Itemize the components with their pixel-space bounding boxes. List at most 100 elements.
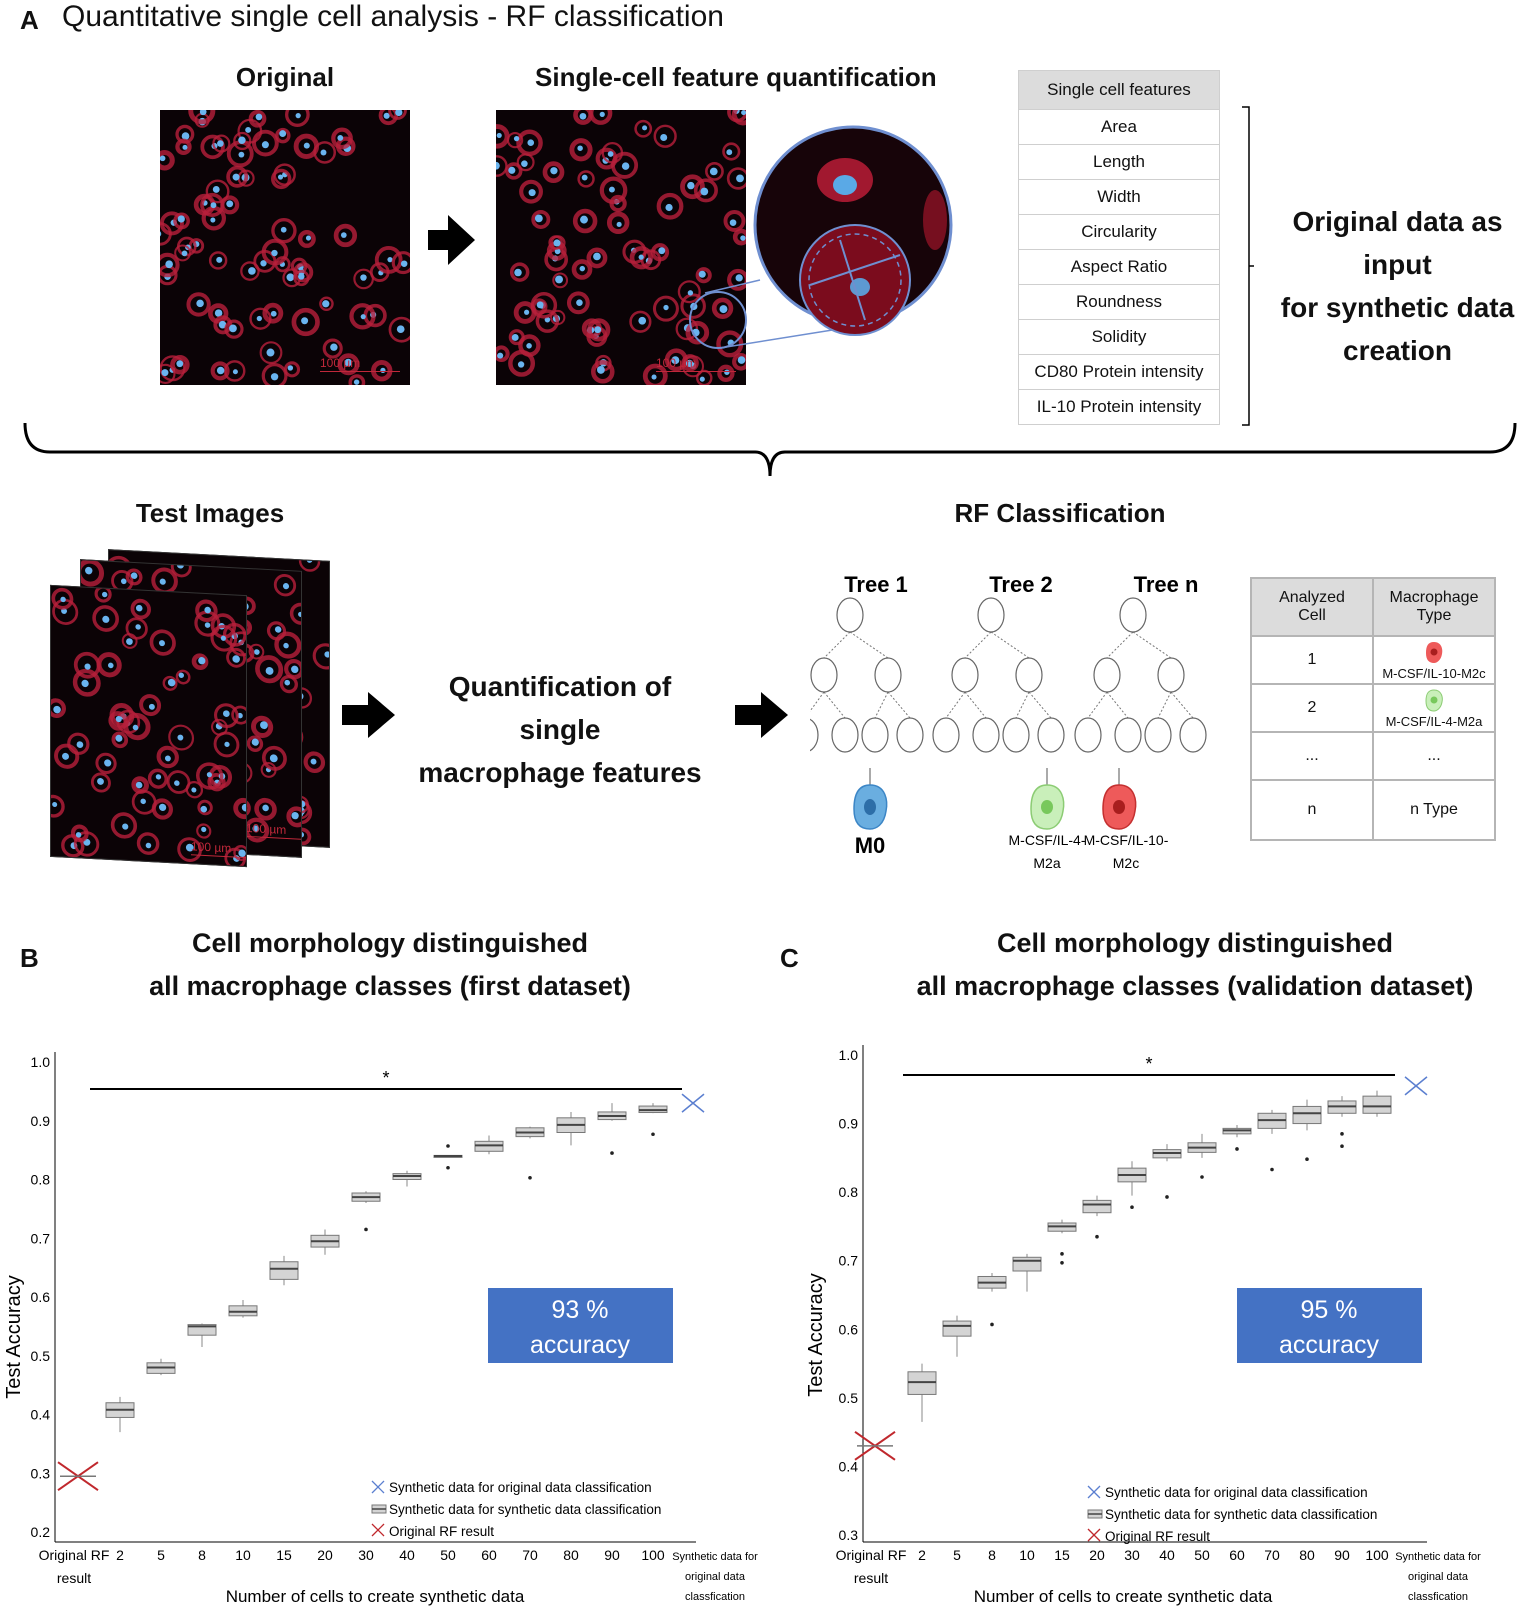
cell-body <box>175 669 191 685</box>
y-tick-label: 0.9 <box>839 1116 859 1132</box>
cell-body <box>319 296 334 312</box>
cell-body <box>293 269 310 287</box>
cell-body <box>374 246 403 274</box>
cell-nucleus <box>174 780 180 786</box>
cell-nucleus <box>222 710 230 718</box>
cell-nucleus <box>262 804 269 812</box>
cell-nucleus <box>210 217 216 223</box>
cell-nucleus <box>206 772 212 778</box>
cell-nucleus <box>164 755 171 762</box>
feature-cell: Roundness <box>1018 284 1220 320</box>
cell-nucleus <box>301 317 309 325</box>
tree-node <box>951 657 979 693</box>
rf-row-type: M-CSF/IL-4-M2a <box>1372 683 1496 733</box>
cell-body <box>92 605 119 632</box>
cell-nucleus <box>638 316 647 325</box>
panel-a-letter: A <box>20 5 39 35</box>
x-tick-label: 80 <box>563 1547 579 1563</box>
cell-nucleus <box>729 219 737 226</box>
cell-nucleus <box>158 640 165 647</box>
feature-cell: Circularity <box>1018 214 1220 250</box>
cell-nucleus <box>513 135 520 142</box>
cell-nucleus <box>232 173 240 181</box>
cell-body <box>388 316 410 343</box>
cell-nucleus <box>159 578 166 585</box>
cell-body <box>125 568 143 586</box>
tree-node <box>1002 717 1030 753</box>
cell-body <box>197 799 213 816</box>
x-tick-label: 10 <box>1019 1547 1035 1563</box>
cell-nucleus <box>261 141 269 149</box>
cell-nucleus <box>97 778 104 785</box>
cell-nucleus <box>665 203 673 212</box>
cell-body <box>195 599 218 623</box>
cell-nucleus <box>322 300 330 308</box>
cell-body <box>685 320 710 345</box>
tree-node <box>896 717 924 753</box>
box-outlier <box>1060 1252 1064 1256</box>
cell-body <box>51 794 65 818</box>
cell-body <box>246 735 264 752</box>
cell-body <box>273 574 297 597</box>
m2c-cell-icon <box>1426 641 1443 663</box>
cell-body <box>170 354 190 375</box>
box <box>1082 1199 1112 1214</box>
x-axis-label: Number of cells to create synthetic data <box>226 1587 525 1606</box>
cell-body <box>108 711 128 731</box>
cell-nucleus <box>75 832 82 838</box>
cell-body <box>248 110 267 128</box>
cell-nucleus <box>651 374 657 380</box>
tree-edge <box>1087 691 1108 719</box>
cell-nucleus <box>60 596 66 603</box>
tree-node <box>932 717 960 753</box>
cell-body <box>147 768 168 789</box>
cell-nucleus <box>638 254 644 260</box>
cell-body <box>516 129 543 157</box>
tree-node <box>1157 657 1185 693</box>
tree-edge <box>849 631 889 659</box>
y-tick-label: 0.4 <box>31 1407 51 1423</box>
x-axis-label: Number of cells to create synthetic data <box>974 1587 1273 1606</box>
cell-body <box>136 832 160 855</box>
tree-node <box>1179 717 1207 753</box>
test-image-front: 100 µm <box>50 584 247 868</box>
cell-nucleus <box>229 324 237 333</box>
cell-nucleus <box>200 805 208 813</box>
rf-row-type: ... <box>1372 731 1496 781</box>
box <box>1292 1105 1322 1125</box>
cell-body <box>599 176 628 205</box>
cell-nucleus <box>303 142 310 149</box>
x-tick-label: 15 <box>1054 1547 1070 1563</box>
cell-body <box>629 310 652 333</box>
cell-nucleus <box>177 215 185 223</box>
cell-nucleus <box>387 257 393 263</box>
legend-label: Original RF result <box>1105 1529 1210 1544</box>
rf-trees: Tree 1 Tree 2 Tree n M0 M-CSF/IL-4- M2a … <box>810 575 1207 871</box>
cell-nucleus <box>216 366 225 375</box>
cell-nucleus <box>53 705 61 714</box>
cell-body <box>151 798 173 820</box>
panel-b-letter: B <box>20 943 39 973</box>
y-tick-label: 0.8 <box>839 1184 859 1200</box>
cell-body <box>261 363 288 385</box>
scale-bar: 100 µm <box>320 356 400 372</box>
rf-type-label: M-CSF/IL-10-M2c <box>1382 665 1486 681</box>
cell-body <box>519 179 543 204</box>
y-axis-label: Test Accuracy <box>805 1273 827 1396</box>
quant-macro-line: macrophage features <box>418 757 702 788</box>
cell-nucleus <box>122 823 129 830</box>
tree-node <box>1119 597 1147 633</box>
cell-nucleus <box>279 130 287 138</box>
cell-nucleus <box>216 256 223 263</box>
cell-body <box>166 770 191 794</box>
chart-b: 0.2 0.3 0.4 0.5 0.6 0.7 0.8 0.9 1.0 Test Accuracy… <box>3 1052 758 1606</box>
y-tick-label: 0.6 <box>31 1289 51 1305</box>
quant-macro-text: Quantification of single macrophage feat… <box>405 665 715 794</box>
x-tick-label-synthetic: classfication <box>685 1591 745 1603</box>
leaf-label-m2a: M2a <box>1033 855 1060 871</box>
cell-nucleus <box>251 738 259 746</box>
cell-body <box>391 251 410 275</box>
x-tick-label-synthetic: Synthetic data for <box>1395 1551 1481 1563</box>
cell-nucleus <box>198 657 206 665</box>
cell-nucleus <box>226 200 234 208</box>
